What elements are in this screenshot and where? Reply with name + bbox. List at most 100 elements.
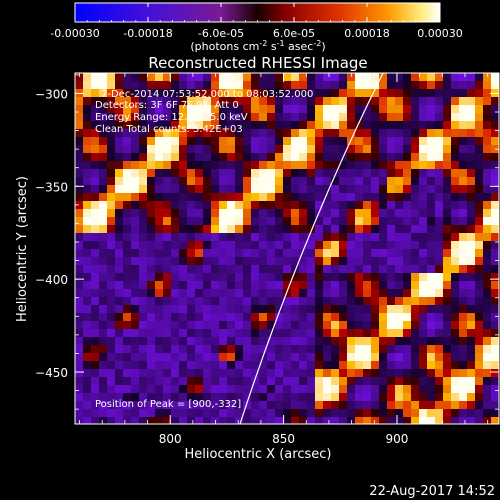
image-pixel bbox=[371, 409, 380, 418]
image-pixel bbox=[179, 113, 188, 122]
image-pixel bbox=[259, 401, 268, 410]
image-pixel bbox=[115, 361, 124, 370]
image-pixel bbox=[467, 401, 476, 410]
image-pixel bbox=[355, 185, 364, 194]
image-pixel bbox=[115, 377, 124, 386]
image-pixel bbox=[491, 113, 499, 122]
image-pixel bbox=[283, 297, 292, 306]
image-pixel bbox=[219, 401, 228, 410]
image-pixel bbox=[387, 369, 396, 378]
image-pixel bbox=[371, 177, 380, 186]
image-pixel bbox=[147, 121, 156, 130]
image-pixel bbox=[187, 257, 196, 266]
image-pixel bbox=[171, 97, 180, 106]
image-pixel bbox=[371, 369, 380, 378]
image-pixel bbox=[355, 105, 364, 114]
image-pixel bbox=[283, 73, 292, 82]
image-pixel bbox=[163, 105, 172, 114]
image-pixel bbox=[435, 249, 444, 258]
image-pixel bbox=[211, 289, 220, 298]
image-pixel bbox=[91, 177, 100, 186]
image-pixel bbox=[331, 169, 340, 178]
image-pixel bbox=[459, 73, 468, 82]
image-pixel bbox=[403, 257, 412, 266]
image-pixel bbox=[235, 81, 244, 90]
image-pixel bbox=[339, 393, 348, 402]
image-pixel bbox=[371, 361, 380, 370]
image-pixel bbox=[131, 305, 140, 314]
image-pixel bbox=[371, 185, 380, 194]
image-pixel bbox=[379, 409, 388, 418]
image-pixel bbox=[403, 129, 412, 138]
image-pixel bbox=[75, 73, 84, 82]
image-pixel bbox=[139, 73, 148, 82]
image-pixel bbox=[483, 369, 492, 378]
image-pixel bbox=[179, 417, 188, 424]
image-pixel bbox=[419, 289, 428, 298]
image-pixel bbox=[323, 81, 332, 90]
image-pixel bbox=[315, 233, 324, 242]
image-pixel bbox=[219, 169, 228, 178]
image-pixel bbox=[483, 337, 492, 346]
image-pixel bbox=[419, 129, 428, 138]
image-pixel bbox=[387, 385, 396, 394]
image-pixel bbox=[379, 361, 388, 370]
image-pixel bbox=[291, 313, 300, 322]
image-pixel bbox=[131, 225, 140, 234]
image-pixel bbox=[339, 289, 348, 298]
image-pixel bbox=[299, 369, 308, 378]
image-pixel bbox=[387, 169, 396, 178]
image-pixel bbox=[483, 377, 492, 386]
image-pixel bbox=[411, 265, 420, 274]
image-pixel bbox=[395, 217, 404, 226]
image-pixel bbox=[115, 385, 124, 394]
image-pixel bbox=[195, 353, 204, 362]
image-pixel bbox=[323, 345, 332, 354]
image-pixel bbox=[339, 361, 348, 370]
image-pixel bbox=[203, 185, 212, 194]
image-pixel bbox=[187, 193, 196, 202]
image-pixel bbox=[411, 185, 420, 194]
image-pixel bbox=[475, 145, 484, 154]
image-pixel bbox=[283, 401, 292, 410]
image-pixel bbox=[395, 417, 404, 424]
image-pixel bbox=[179, 97, 188, 106]
image-pixel bbox=[251, 273, 260, 282]
image-pixel bbox=[323, 241, 332, 250]
image-pixel bbox=[459, 233, 468, 242]
image-pixel bbox=[411, 257, 420, 266]
image-pixel bbox=[323, 337, 332, 346]
image-pixel bbox=[395, 353, 404, 362]
image-pixel bbox=[347, 337, 356, 346]
image-pixel bbox=[323, 329, 332, 338]
image-pixel bbox=[427, 321, 436, 330]
image-pixel bbox=[355, 233, 364, 242]
image-pixel bbox=[331, 321, 340, 330]
image-pixel bbox=[491, 217, 499, 226]
image-pixel bbox=[155, 233, 164, 242]
image-pixel bbox=[203, 201, 212, 210]
image-pixel bbox=[107, 89, 116, 98]
image-pixel bbox=[395, 393, 404, 402]
image-pixel bbox=[347, 241, 356, 250]
image-pixel bbox=[227, 153, 236, 162]
image-pixel bbox=[339, 81, 348, 90]
image-pixel bbox=[251, 321, 260, 330]
image-pixel bbox=[219, 297, 228, 306]
image-pixel bbox=[243, 233, 252, 242]
image-pixel bbox=[171, 73, 180, 82]
image-pixel bbox=[411, 209, 420, 218]
image-pixel bbox=[251, 121, 260, 130]
image-pixel bbox=[203, 193, 212, 202]
image-pixel bbox=[83, 185, 92, 194]
image-pixel bbox=[171, 161, 180, 170]
image-pixel bbox=[99, 385, 108, 394]
image-pixel bbox=[339, 177, 348, 186]
image-pixel bbox=[243, 113, 252, 122]
image-pixel bbox=[155, 321, 164, 330]
image-pixel bbox=[307, 113, 316, 122]
image-pixel bbox=[115, 417, 124, 424]
image-pixel bbox=[363, 273, 372, 282]
image-pixel bbox=[115, 233, 124, 242]
image-pixel bbox=[307, 137, 316, 146]
